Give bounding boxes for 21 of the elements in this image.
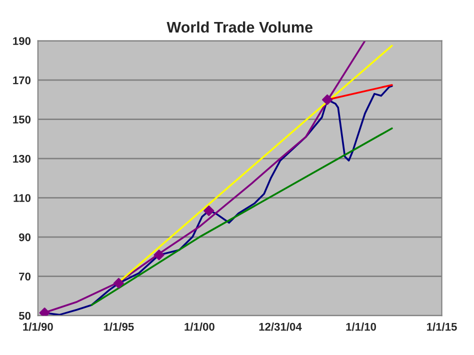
y-tick-label: 150 [13,116,31,124]
x-tick-label: 1/1/00 [184,322,214,331]
y-tick-label: 130 [13,154,31,163]
y-tick-label: 70 [19,272,31,280]
chart-title: World Trade Volume [166,21,312,33]
x-tick-label: 1/1/95 [104,322,134,331]
line-series [90,127,393,306]
y-tick-label: 90 [19,233,31,242]
point [154,250,164,260]
point [204,205,214,216]
x-tick-label: 12/31/04 [259,322,302,331]
point [322,94,333,106]
y-tick-label: 170 [13,76,31,84]
point [39,308,50,316]
point [113,278,124,289]
x-tick-label: 1/1/90 [23,322,53,331]
y-tick-label: 190 [13,37,31,45]
y-tick-label: 50 [18,312,31,320]
x-tick-label: 1/1/10 [346,322,376,331]
y-tick-label: 110 [14,194,31,202]
x-tick-label: 1/1/15 [427,322,457,331]
